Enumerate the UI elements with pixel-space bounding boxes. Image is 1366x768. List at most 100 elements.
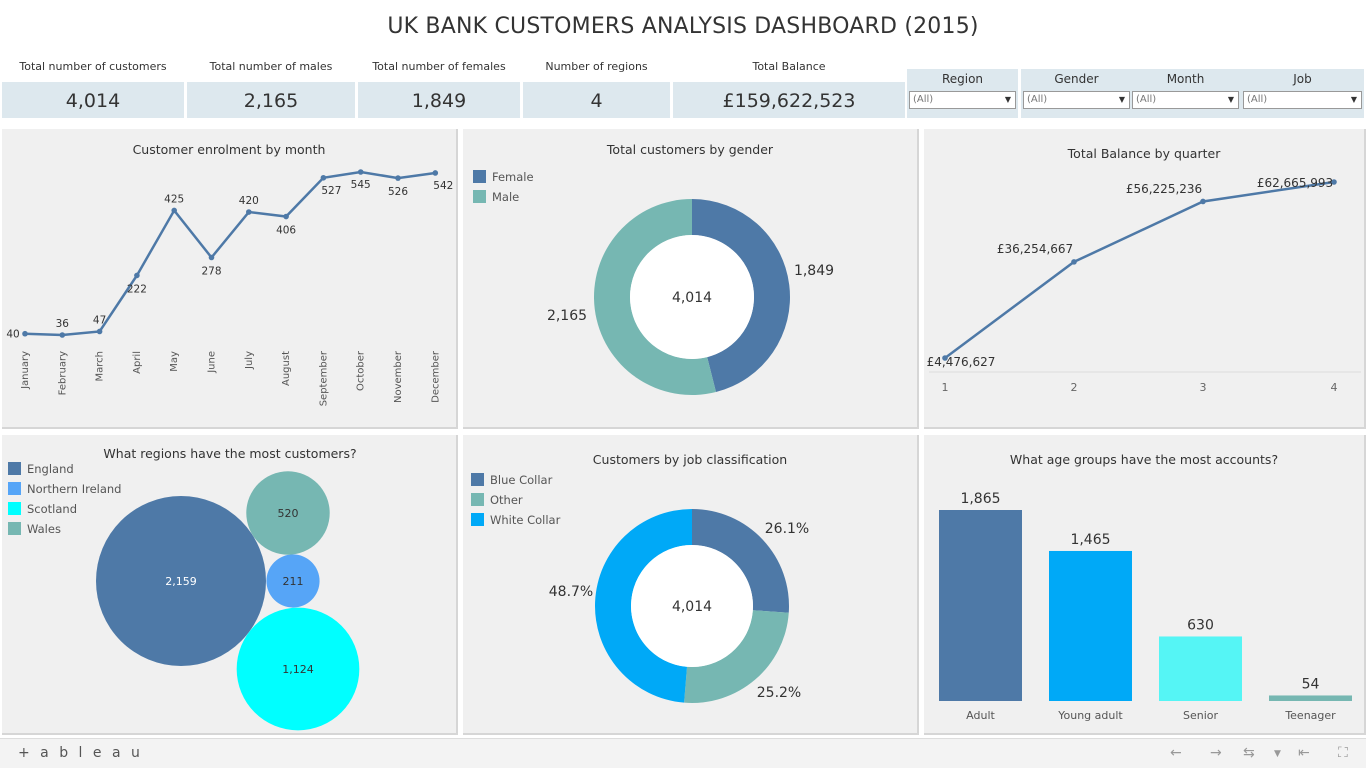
enrolment-month-label: April <box>132 351 143 374</box>
balance-line <box>944 180 1335 360</box>
enrolment-data-label: 526 <box>388 186 408 198</box>
legend-item-female[interactable]: Female <box>473 170 534 184</box>
reset-icon[interactable]: ⇤ <box>1298 745 1310 761</box>
region-bubble-label: 520 <box>278 507 299 520</box>
panel-ages: What age groups have the most accounts? … <box>924 435 1366 735</box>
gender-slice-male <box>593 199 716 395</box>
age-bar-senior <box>1159 636 1242 701</box>
legend-label-scotland: Scotland <box>27 502 77 516</box>
legend-swatch <box>471 473 484 486</box>
legend-item-england[interactable]: England <box>8 462 74 476</box>
legend-swatch <box>8 462 21 475</box>
age-bar-value-label: 1,865 <box>960 491 1000 507</box>
region-bubble-label: 1,124 <box>282 663 314 676</box>
donut-hole <box>631 545 753 667</box>
region-bubble-scotland <box>236 607 360 731</box>
dashboard-title: UK BANK CUSTOMERS ANALYSIS DASHBOARD (20… <box>387 14 979 39</box>
kpi-value-males: 2,165 <box>187 82 355 118</box>
legend-swatch <box>8 502 21 515</box>
enrolment-point <box>96 328 103 335</box>
enrolment-month-label: November <box>393 350 404 403</box>
enrolment-data-label: 527 <box>321 185 341 197</box>
filter-region-select[interactable]: (All) ▼ <box>909 91 1016 109</box>
job-slice-blue-collar <box>692 509 789 613</box>
filter-gender: Gender (All) ▼ <box>1021 69 1132 118</box>
filter-region-label: Region <box>941 72 984 86</box>
enrolment-month-label: July <box>244 351 255 370</box>
enrolment-data-label: 425 <box>164 193 184 205</box>
filter-region: Region (All) ▼ <box>907 69 1018 118</box>
fullscreen-icon[interactable]: ⛶ <box>1338 745 1348 761</box>
legend-swatch <box>8 482 21 495</box>
revert-menu-icon[interactable]: ▼ <box>1274 749 1281 759</box>
balance-quarter-label: 3 <box>1200 381 1207 394</box>
age-bar-teenager <box>1269 695 1352 701</box>
enrolment-point <box>246 209 252 215</box>
age-category-label: Young adult <box>1057 709 1123 722</box>
jobs-donut-chart: 26.1% 25.2% 48.7% 4,014 <box>549 509 809 703</box>
legend-label-blue-collar: Blue Collar <box>490 473 553 487</box>
kpi-label-males: Total number of males <box>209 60 333 73</box>
tableau-toolbar: + a b l e a u ← → ⇆ ▼ ⇤ ⛶ <box>0 738 1366 768</box>
job-slice-white-collar <box>594 509 692 703</box>
legend-item-scotland[interactable]: Scotland <box>8 502 77 516</box>
balance-line-chart: £4,476,627 1 £36,254,667 2 £56,225,236 3 £62,6… <box>927 176 1361 394</box>
balance-point <box>1200 198 1206 205</box>
enrolment-point <box>357 169 364 175</box>
age-bar-value-label: 630 <box>1187 617 1214 633</box>
filter-month-label: Month <box>1166 72 1205 86</box>
filter-job-select[interactable]: (All) ▼ <box>1243 91 1362 109</box>
legend-swatch <box>8 522 21 535</box>
gender-title: Total customers by gender <box>606 142 774 157</box>
dropdown-arrow-icon: ▼ <box>1350 95 1357 104</box>
legend-item-wales[interactable]: Wales <box>8 522 61 536</box>
age-bar-adult <box>939 510 1022 701</box>
legend-swatch <box>471 493 484 506</box>
enrolment-point <box>320 174 327 181</box>
kpi-value-regions: 4 <box>523 82 670 118</box>
legend-label-england: England <box>27 462 74 476</box>
legend-item-other[interactable]: Other <box>471 493 523 507</box>
legend-item-blue-collar[interactable]: Blue Collar <box>471 473 552 487</box>
kpi-value-females: 1,849 <box>358 82 520 118</box>
enrolment-point <box>283 213 289 220</box>
legend-label-wales: Wales <box>27 522 61 536</box>
dropdown-arrow-icon: ▼ <box>1118 95 1125 104</box>
legend-item-male[interactable]: Male <box>473 190 519 204</box>
enrolment-point <box>395 175 401 181</box>
age-bar-value-label: 1,465 <box>1070 532 1110 548</box>
balance-quarter-label: 4 <box>1331 381 1338 394</box>
enrolment-month-label: August <box>281 351 292 386</box>
enrolment-title: Customer enrolment by month <box>132 142 326 157</box>
kpi-value-customers: 4,014 <box>2 82 184 118</box>
legend-item-white-collar[interactable]: White Collar <box>471 513 560 527</box>
revert-icon[interactable]: ⇆ <box>1243 745 1255 761</box>
balance-quarter-label: 1 <box>942 381 949 394</box>
balance-point <box>942 355 948 361</box>
legend-item-northern-ireland[interactable]: Northern Ireland <box>8 482 121 496</box>
enrolment-month-label: May <box>169 351 180 372</box>
enrolment-month-label: December <box>430 350 441 403</box>
panel-enrolment: Customer enrolment by month 40 36 47 222 425… <box>2 129 458 429</box>
region-bubble-wales <box>246 471 330 555</box>
filter-job-value: (All) <box>1247 94 1268 105</box>
redo-icon[interactable]: → <box>1210 745 1222 761</box>
balance-data-label: £62,665,993 <box>1257 176 1333 190</box>
enrolment-data-label: 420 <box>239 195 259 207</box>
job-slice-label: 26.1% <box>765 521 809 537</box>
balance-title: Total Balance by quarter <box>1067 146 1221 161</box>
filter-month-select[interactable]: (All) ▼ <box>1132 91 1239 109</box>
enrolment-data-label: 222 <box>127 283 147 295</box>
enrolment-point <box>171 207 177 214</box>
filter-gender-select[interactable]: (All) ▼ <box>1023 91 1130 109</box>
dropdown-arrow-icon: ▼ <box>1004 95 1011 104</box>
ages-bar-chart: 1,865 Adult 1,465 Young adult 630 Senior 54 Tee… <box>939 491 1352 722</box>
age-category-label: Adult <box>966 709 995 722</box>
legend-label-northern-ireland: Northern Ireland <box>27 482 122 496</box>
enrolment-month-label: October <box>356 350 367 391</box>
kpi-label-regions: Number of regions <box>545 60 648 73</box>
balance-data-label: £36,254,667 <box>997 242 1073 256</box>
enrolment-data-label: 278 <box>201 266 221 278</box>
enrolment-month-label: September <box>318 350 329 406</box>
undo-icon[interactable]: ← <box>1170 745 1182 761</box>
